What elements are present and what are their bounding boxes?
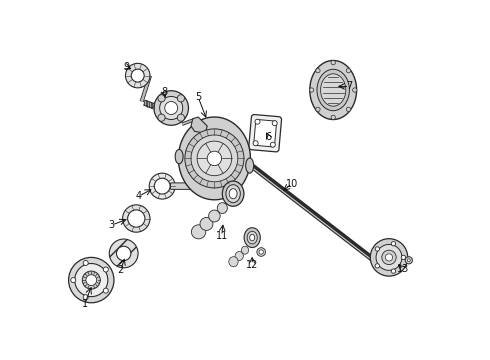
- Text: 5: 5: [195, 92, 201, 102]
- Ellipse shape: [175, 149, 183, 164]
- Circle shape: [316, 107, 320, 112]
- Text: 2: 2: [118, 265, 124, 275]
- Circle shape: [401, 255, 406, 260]
- Circle shape: [74, 264, 108, 297]
- Circle shape: [207, 151, 221, 166]
- Circle shape: [177, 114, 184, 121]
- Ellipse shape: [192, 225, 206, 239]
- Circle shape: [149, 173, 175, 199]
- Circle shape: [177, 95, 184, 102]
- Circle shape: [86, 275, 97, 285]
- Text: 3: 3: [109, 220, 115, 230]
- Circle shape: [331, 60, 335, 65]
- Circle shape: [154, 91, 189, 125]
- Circle shape: [109, 239, 138, 268]
- Ellipse shape: [244, 228, 260, 248]
- FancyBboxPatch shape: [249, 114, 282, 152]
- Circle shape: [255, 119, 260, 124]
- Circle shape: [83, 260, 88, 265]
- Ellipse shape: [229, 189, 237, 199]
- Ellipse shape: [242, 246, 248, 254]
- Circle shape: [407, 259, 410, 262]
- Circle shape: [386, 254, 392, 261]
- Ellipse shape: [222, 181, 244, 206]
- Circle shape: [310, 88, 314, 92]
- Circle shape: [370, 239, 408, 276]
- Circle shape: [346, 68, 351, 73]
- Ellipse shape: [229, 257, 238, 267]
- Circle shape: [158, 114, 165, 121]
- Polygon shape: [191, 117, 207, 133]
- Circle shape: [376, 244, 402, 270]
- Circle shape: [197, 141, 232, 176]
- Text: 7: 7: [346, 81, 352, 91]
- Circle shape: [131, 69, 144, 82]
- Circle shape: [257, 248, 266, 256]
- Circle shape: [316, 68, 320, 73]
- Circle shape: [122, 205, 150, 232]
- Text: 8: 8: [161, 87, 167, 97]
- Circle shape: [392, 242, 395, 246]
- Circle shape: [346, 107, 351, 112]
- Ellipse shape: [217, 203, 227, 213]
- Circle shape: [160, 96, 183, 120]
- Circle shape: [270, 142, 275, 147]
- Circle shape: [331, 115, 335, 120]
- Circle shape: [83, 295, 88, 300]
- Polygon shape: [178, 117, 250, 200]
- Circle shape: [375, 247, 380, 251]
- Circle shape: [154, 178, 170, 194]
- Circle shape: [375, 264, 380, 268]
- Text: 6: 6: [266, 132, 271, 142]
- Ellipse shape: [317, 69, 349, 111]
- Circle shape: [405, 257, 413, 264]
- Circle shape: [158, 95, 165, 102]
- Circle shape: [185, 129, 244, 188]
- Polygon shape: [310, 60, 357, 120]
- Circle shape: [191, 135, 238, 182]
- Text: 13: 13: [397, 264, 410, 274]
- Ellipse shape: [247, 231, 257, 244]
- Ellipse shape: [235, 251, 244, 261]
- Text: 11: 11: [216, 231, 228, 241]
- Circle shape: [353, 88, 357, 92]
- Text: 12: 12: [246, 260, 258, 270]
- Circle shape: [127, 210, 145, 227]
- Text: 9: 9: [123, 62, 129, 72]
- Circle shape: [103, 288, 108, 293]
- Ellipse shape: [200, 217, 213, 230]
- Ellipse shape: [226, 185, 240, 203]
- Circle shape: [117, 246, 131, 261]
- Circle shape: [103, 267, 108, 272]
- Ellipse shape: [245, 158, 254, 173]
- Circle shape: [125, 63, 150, 88]
- Circle shape: [82, 271, 100, 289]
- Circle shape: [392, 269, 395, 273]
- Circle shape: [165, 102, 178, 114]
- Circle shape: [382, 250, 396, 265]
- FancyBboxPatch shape: [171, 183, 194, 189]
- Ellipse shape: [250, 234, 255, 241]
- Text: 10: 10: [286, 179, 298, 189]
- FancyBboxPatch shape: [254, 120, 276, 147]
- Circle shape: [71, 278, 76, 283]
- Ellipse shape: [209, 210, 220, 222]
- Circle shape: [259, 250, 263, 254]
- Text: 4: 4: [136, 191, 142, 201]
- Circle shape: [253, 141, 258, 146]
- Ellipse shape: [320, 74, 346, 106]
- Circle shape: [69, 257, 114, 303]
- Circle shape: [272, 121, 277, 126]
- Text: 1: 1: [82, 299, 88, 309]
